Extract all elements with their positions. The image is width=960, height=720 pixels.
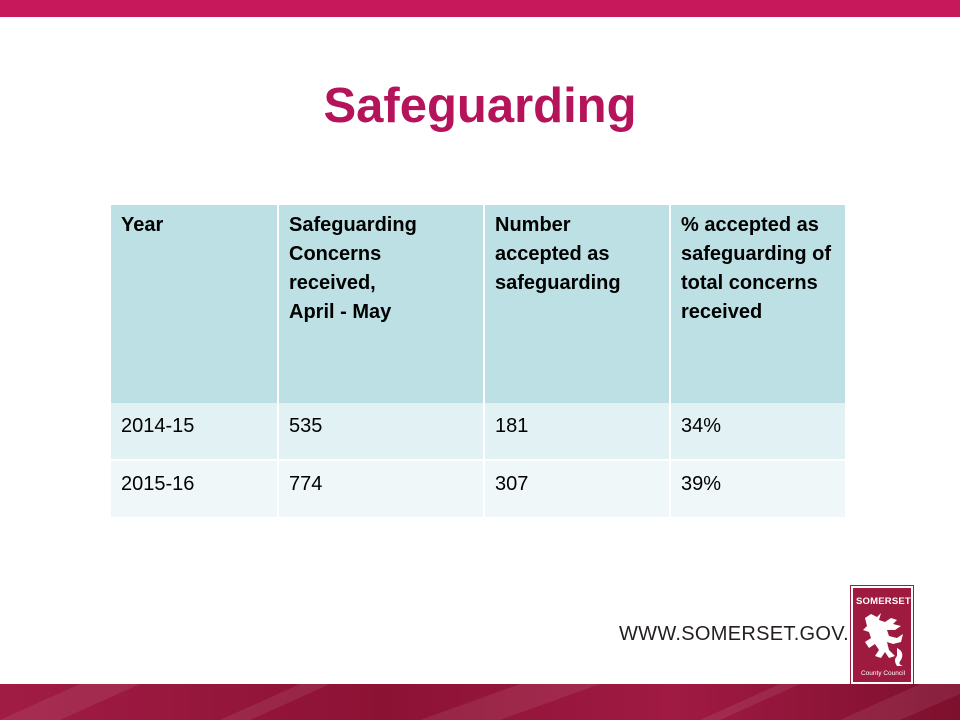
cell-concerns-received: 774 — [278, 460, 485, 517]
cell-year: 2015-16 — [111, 460, 279, 517]
website-url: WWW.SOMERSET.GOV.UK — [619, 623, 878, 645]
header-concerns-received: Safeguarding Concerns received, April - … — [278, 205, 485, 403]
somerset-county-council-logo: SOMERSET County Council — [850, 585, 914, 685]
header-year: Year — [111, 205, 279, 403]
table-row: 2014-15 535 181 34% — [111, 403, 845, 461]
table-row: 2015-16 774 307 39% — [111, 460, 845, 517]
cell-number-accepted: 307 — [484, 460, 671, 517]
top-accent-bar — [0, 0, 960, 17]
dragon-icon — [863, 613, 903, 666]
safeguarding-table: Year Safeguarding Concerns received, Apr… — [111, 205, 845, 517]
slide-title: Safeguarding — [323, 79, 637, 133]
cell-percent-accepted: 34% — [670, 403, 845, 461]
cell-number-accepted: 181 — [484, 403, 671, 461]
logo-top-text: SOMERSET — [856, 596, 911, 607]
logo-bottom-text: County Council — [860, 670, 906, 677]
header-percent-accepted: % accepted as safeguarding of total conc… — [670, 205, 845, 403]
cell-concerns-received: 535 — [278, 403, 485, 461]
header-number-accepted: Number accepted as safeguarding — [484, 205, 671, 403]
table-header-row: Year Safeguarding Concerns received, Apr… — [111, 205, 845, 403]
cell-year: 2014-15 — [111, 403, 279, 461]
bottom-footer-bar — [0, 684, 960, 720]
footer-stripes — [0, 684, 960, 720]
cell-percent-accepted: 39% — [670, 460, 845, 517]
